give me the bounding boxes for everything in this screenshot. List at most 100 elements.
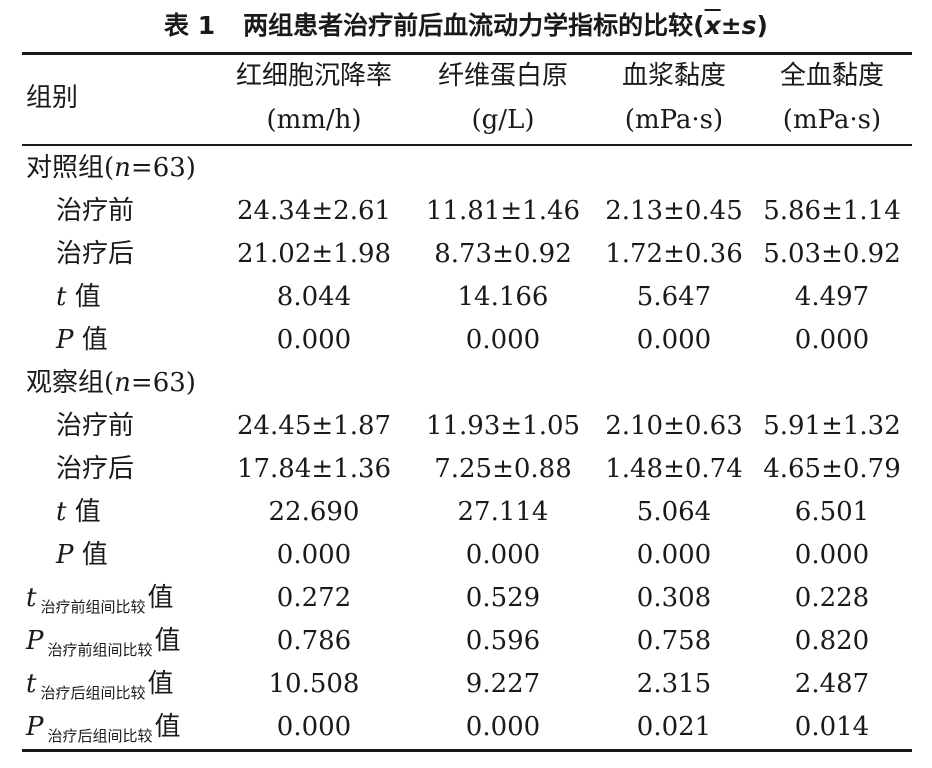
stat-suffix: 值 <box>74 497 101 527</box>
header-col-fib-unit: (g/L) <box>471 105 535 135</box>
group-label: 观察组(n=63) <box>26 367 196 399</box>
row-label: 治疗前 <box>56 411 135 441</box>
cell-esr: 0.000 <box>276 325 352 355</box>
cell-esr: 0.272 <box>276 583 352 613</box>
cell-plasma-viscosity: 0.000 <box>636 325 712 355</box>
cell-esr: 22.690 <box>268 497 360 527</box>
cell-plasma-viscosity: 5.064 <box>636 497 712 527</box>
title-sd-symbol: s <box>741 11 757 40</box>
title-text: 两组患者治疗前后血流动力学指标的比较( <box>243 11 705 40</box>
cell-whole-blood-viscosity: 5.91±1.32 <box>763 411 901 441</box>
bottom-rule <box>22 749 912 752</box>
row-label: 治疗后 <box>56 239 135 269</box>
stat-suffix: 值 <box>154 712 181 742</box>
cell-whole-blood-viscosity: 5.86±1.14 <box>763 196 901 226</box>
stat-suffix: 值 <box>74 282 101 312</box>
header-col-esr-name: 红细胞沉降率 <box>235 61 392 91</box>
cell-whole-blood-viscosity: 0.000 <box>794 325 870 355</box>
stat-symbol: t <box>56 497 67 527</box>
cell-esr: 0.000 <box>276 540 352 570</box>
stat-subscript: 治疗后组间比较 <box>40 684 146 702</box>
cell-fibrinogen: 0.000 <box>465 325 541 355</box>
cell-fibrinogen: 14.166 <box>457 282 549 312</box>
comparison-label: P 治疗前组间比较值 <box>26 625 181 666</box>
group-name: 对照组( <box>26 153 115 183</box>
row-label: 治疗前 <box>56 196 135 226</box>
title-pm: ± <box>720 11 742 40</box>
cell-whole-blood-viscosity: 5.03±0.92 <box>763 239 901 269</box>
cell-fibrinogen: 0.000 <box>465 540 541 570</box>
title-mean-symbol: x <box>704 11 721 40</box>
cell-whole-blood-viscosity: 4.497 <box>794 282 870 312</box>
cell-whole-blood-viscosity: 0.014 <box>794 712 870 742</box>
cell-plasma-viscosity: 2.315 <box>636 669 712 699</box>
header-col-fib-name: 纤维蛋白原 <box>437 61 568 91</box>
group-n-symbol: n <box>114 153 131 183</box>
cell-plasma-viscosity: 0.758 <box>636 626 712 656</box>
row-label: 治疗后 <box>56 454 135 484</box>
cell-fibrinogen: 11.93±1.05 <box>425 411 581 441</box>
cell-plasma-viscosity: 0.000 <box>636 540 712 570</box>
stat-suffix: 值 <box>147 669 174 699</box>
cell-plasma-viscosity: 1.72±0.36 <box>605 239 743 269</box>
cell-esr: 0.786 <box>276 626 352 656</box>
cell-plasma-viscosity: 2.13±0.45 <box>605 196 743 226</box>
stat-suffix: 值 <box>81 540 108 570</box>
header-col-pv-unit: (mPa·s) <box>624 105 724 135</box>
stat-symbol: t <box>56 282 67 312</box>
group-n-symbol: n <box>114 368 131 398</box>
header-col-wbv-unit: (mPa·s) <box>782 105 882 135</box>
stat-suffix: 值 <box>154 626 181 656</box>
cell-esr: 8.044 <box>276 282 352 312</box>
cell-fibrinogen: 27.114 <box>457 497 549 527</box>
header-col-wbv-name: 全血黏度 <box>779 61 884 91</box>
stat-symbol: P <box>26 712 44 742</box>
cell-fibrinogen: 0.596 <box>465 626 541 656</box>
cell-esr: 21.02±1.98 <box>236 239 392 269</box>
cell-whole-blood-viscosity: 6.501 <box>794 497 870 527</box>
cell-plasma-viscosity: 0.021 <box>636 712 712 742</box>
header-col-pv-name: 血浆黏度 <box>621 61 726 91</box>
cell-whole-blood-viscosity: 0.228 <box>794 583 870 613</box>
header-rule <box>22 144 912 146</box>
comparison-label: P 治疗后组间比较值 <box>26 711 181 752</box>
top-rule <box>22 52 912 55</box>
row-label: t 值 <box>56 496 101 528</box>
stat-suffix: 值 <box>81 325 108 355</box>
cell-whole-blood-viscosity: 0.000 <box>794 540 870 570</box>
stat-subscript: 治疗前组间比较 <box>40 598 146 616</box>
header-col-esr-unit: (mm/h) <box>266 105 362 135</box>
stat-subscript: 治疗前组间比较 <box>47 641 153 659</box>
table-title: 表 1 两组患者治疗前后血流动力学指标的比较(x±s) <box>0 8 932 44</box>
stat-subscript: 治疗后组间比较 <box>47 727 153 745</box>
stat-symbol: P <box>26 626 44 656</box>
cell-whole-blood-viscosity: 4.65±0.79 <box>763 454 901 484</box>
cell-fibrinogen: 0.529 <box>465 583 541 613</box>
cell-esr: 24.34±2.61 <box>236 196 392 226</box>
cell-esr: 0.000 <box>276 712 352 742</box>
cell-plasma-viscosity: 1.48±0.74 <box>605 454 743 484</box>
group-name: 观察组( <box>26 368 115 398</box>
cell-fibrinogen: 9.227 <box>465 669 541 699</box>
cell-plasma-viscosity: 2.10±0.63 <box>605 411 743 441</box>
cell-esr: 24.45±1.87 <box>236 411 392 441</box>
title-close: ) <box>756 11 768 40</box>
stat-symbol: P <box>56 325 74 355</box>
comparison-label: t 治疗后组间比较值 <box>26 668 173 709</box>
cell-fibrinogen: 0.000 <box>465 712 541 742</box>
cell-fibrinogen: 7.25±0.88 <box>434 454 572 484</box>
header-group-label: 组别 <box>26 83 79 113</box>
cell-fibrinogen: 8.73±0.92 <box>434 239 572 269</box>
cell-plasma-viscosity: 5.647 <box>636 282 712 312</box>
cell-esr: 17.84±1.36 <box>236 454 392 484</box>
cell-whole-blood-viscosity: 0.820 <box>794 626 870 656</box>
cell-whole-blood-viscosity: 2.487 <box>794 669 870 699</box>
table-number: 表 1 <box>164 11 216 40</box>
cell-esr: 10.508 <box>268 669 360 699</box>
comparison-label: t 治疗前组间比较值 <box>26 582 173 623</box>
stat-symbol: t <box>26 583 37 613</box>
group-n-value: =63) <box>130 153 196 183</box>
cell-plasma-viscosity: 0.308 <box>636 583 712 613</box>
group-n-value: =63) <box>130 368 196 398</box>
row-label: P 值 <box>56 324 108 356</box>
